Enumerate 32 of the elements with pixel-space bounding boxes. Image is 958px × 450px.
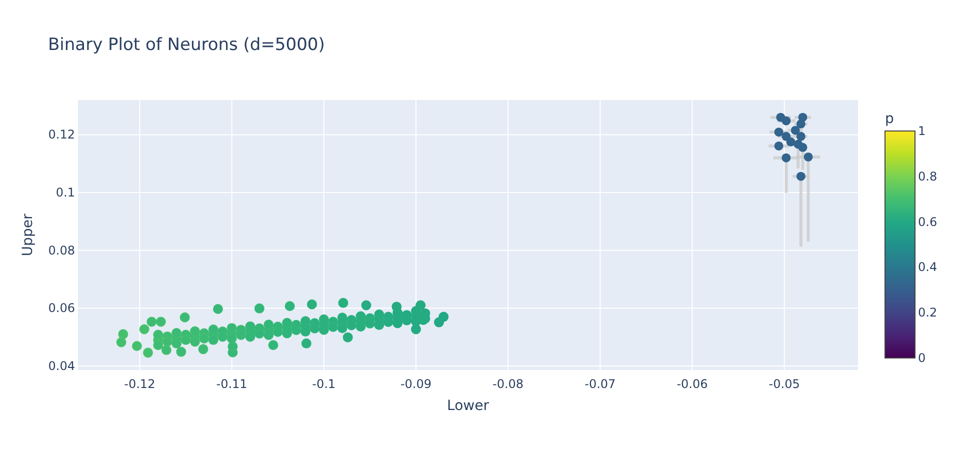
y-tick-label: 0.06 xyxy=(48,301,75,316)
x-tick-label: -0.07 xyxy=(584,377,616,391)
point xyxy=(782,116,791,126)
chart-title: Binary Plot of Neurons (d=5000) xyxy=(48,35,325,55)
color-bar-label: 0.6 xyxy=(918,214,938,229)
color-bar-label: 1 xyxy=(918,124,926,138)
y-axis-title: Upper xyxy=(20,214,36,256)
point xyxy=(774,141,784,150)
point xyxy=(796,172,806,181)
y-tick-label: 0.04 xyxy=(48,358,75,373)
color-bar-label: 0.4 xyxy=(918,260,938,274)
color-bar-title: p xyxy=(885,111,894,127)
x-axis-title: Lower xyxy=(447,398,490,414)
point xyxy=(782,153,791,162)
y-tick-label: 0.1 xyxy=(56,186,75,200)
x-tick-label: -0.12 xyxy=(124,377,156,391)
x-tick-label: -0.05 xyxy=(768,377,800,391)
point xyxy=(786,137,796,146)
point xyxy=(804,152,813,162)
point xyxy=(798,142,808,152)
point xyxy=(790,126,800,135)
x-tick-label: -0.11 xyxy=(216,377,248,391)
point xyxy=(774,128,784,137)
x-tick-label: -0.06 xyxy=(676,377,708,391)
x-tick-label: -0.09 xyxy=(400,377,432,391)
x-tick-label: -0.08 xyxy=(492,377,524,391)
x-tick-label: -0.1 xyxy=(312,377,336,391)
y-tick-label: 0.08 xyxy=(48,243,75,258)
color-bar-label: 0.8 xyxy=(918,169,938,184)
y-tick-label: 0.12 xyxy=(48,128,75,142)
color-bar-label: 0 xyxy=(918,351,926,365)
color-bar-label: 0.2 xyxy=(918,306,938,320)
